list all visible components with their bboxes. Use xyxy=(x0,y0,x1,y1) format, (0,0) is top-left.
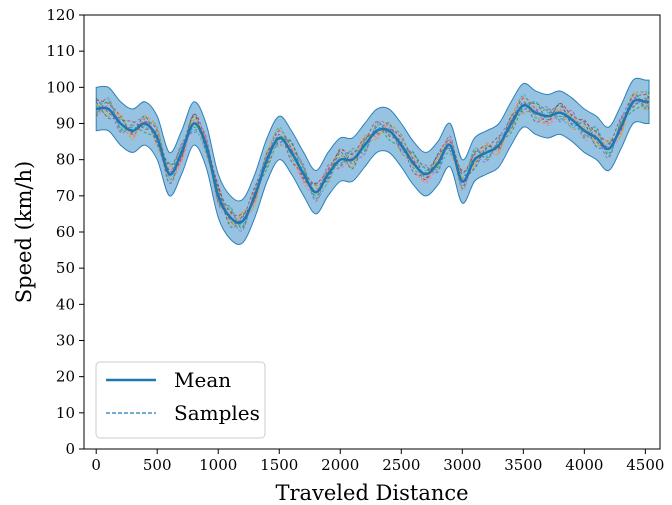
mean-line xyxy=(96,98,650,224)
sample-line-7 xyxy=(95,90,650,226)
samples-layer xyxy=(95,90,650,232)
x-tick-label-3000: 3000 xyxy=(443,456,481,474)
legend: Mean Samples xyxy=(95,361,266,439)
sample-line-6 xyxy=(95,93,650,221)
y-tick-label-50: 50 xyxy=(56,259,75,277)
y-tick-label-0: 0 xyxy=(65,440,75,458)
legend-mean-label: Mean xyxy=(174,368,231,392)
y-tick-label-40: 40 xyxy=(56,295,75,313)
sample-line-4 xyxy=(95,97,650,232)
y-axis: 0 10 20 30 40 50 60 70 80 90 100 110 120 xyxy=(46,6,84,458)
y-axis-label: Speed (km/h) xyxy=(12,161,36,303)
y-tick-label-120: 120 xyxy=(46,6,75,24)
x-axis-label: Traveled Distance xyxy=(275,481,468,505)
y-tick-label-80: 80 xyxy=(56,151,75,169)
x-tick-label-2500: 2500 xyxy=(382,456,420,474)
x-tick-label-4500: 4500 xyxy=(626,456,664,474)
legend-samples-label: Samples xyxy=(174,401,260,425)
y-tick-label-110: 110 xyxy=(46,42,75,60)
y-tick-label-70: 70 xyxy=(56,187,75,205)
x-tick-label-500: 500 xyxy=(143,456,172,474)
sample-line-8 xyxy=(95,91,650,225)
y-tick-label-20: 20 xyxy=(56,368,75,386)
sample-line-5 xyxy=(95,97,650,225)
x-axis: 0 500 1000 1500 2000 2500 3000 3500 4000 4500 xyxy=(91,449,664,474)
x-tick-label-0: 0 xyxy=(91,456,101,474)
sample-line-9 xyxy=(95,97,650,229)
plot-area xyxy=(95,77,650,245)
y-tick-label-60: 60 xyxy=(56,223,75,241)
y-tick-label-30: 30 xyxy=(56,332,75,350)
y-tick-label-10: 10 xyxy=(56,404,75,422)
x-tick-label-1500: 1500 xyxy=(260,456,298,474)
x-tick-label-4000: 4000 xyxy=(565,456,603,474)
x-tick-label-3500: 3500 xyxy=(504,456,542,474)
sample-line-10 xyxy=(95,90,650,229)
mean-layer xyxy=(96,98,650,224)
y-tick-label-100: 100 xyxy=(46,78,75,96)
x-tick-label-2000: 2000 xyxy=(321,456,359,474)
x-tick-label-1000: 1000 xyxy=(199,456,237,474)
y-tick-label-90: 90 xyxy=(56,115,75,133)
